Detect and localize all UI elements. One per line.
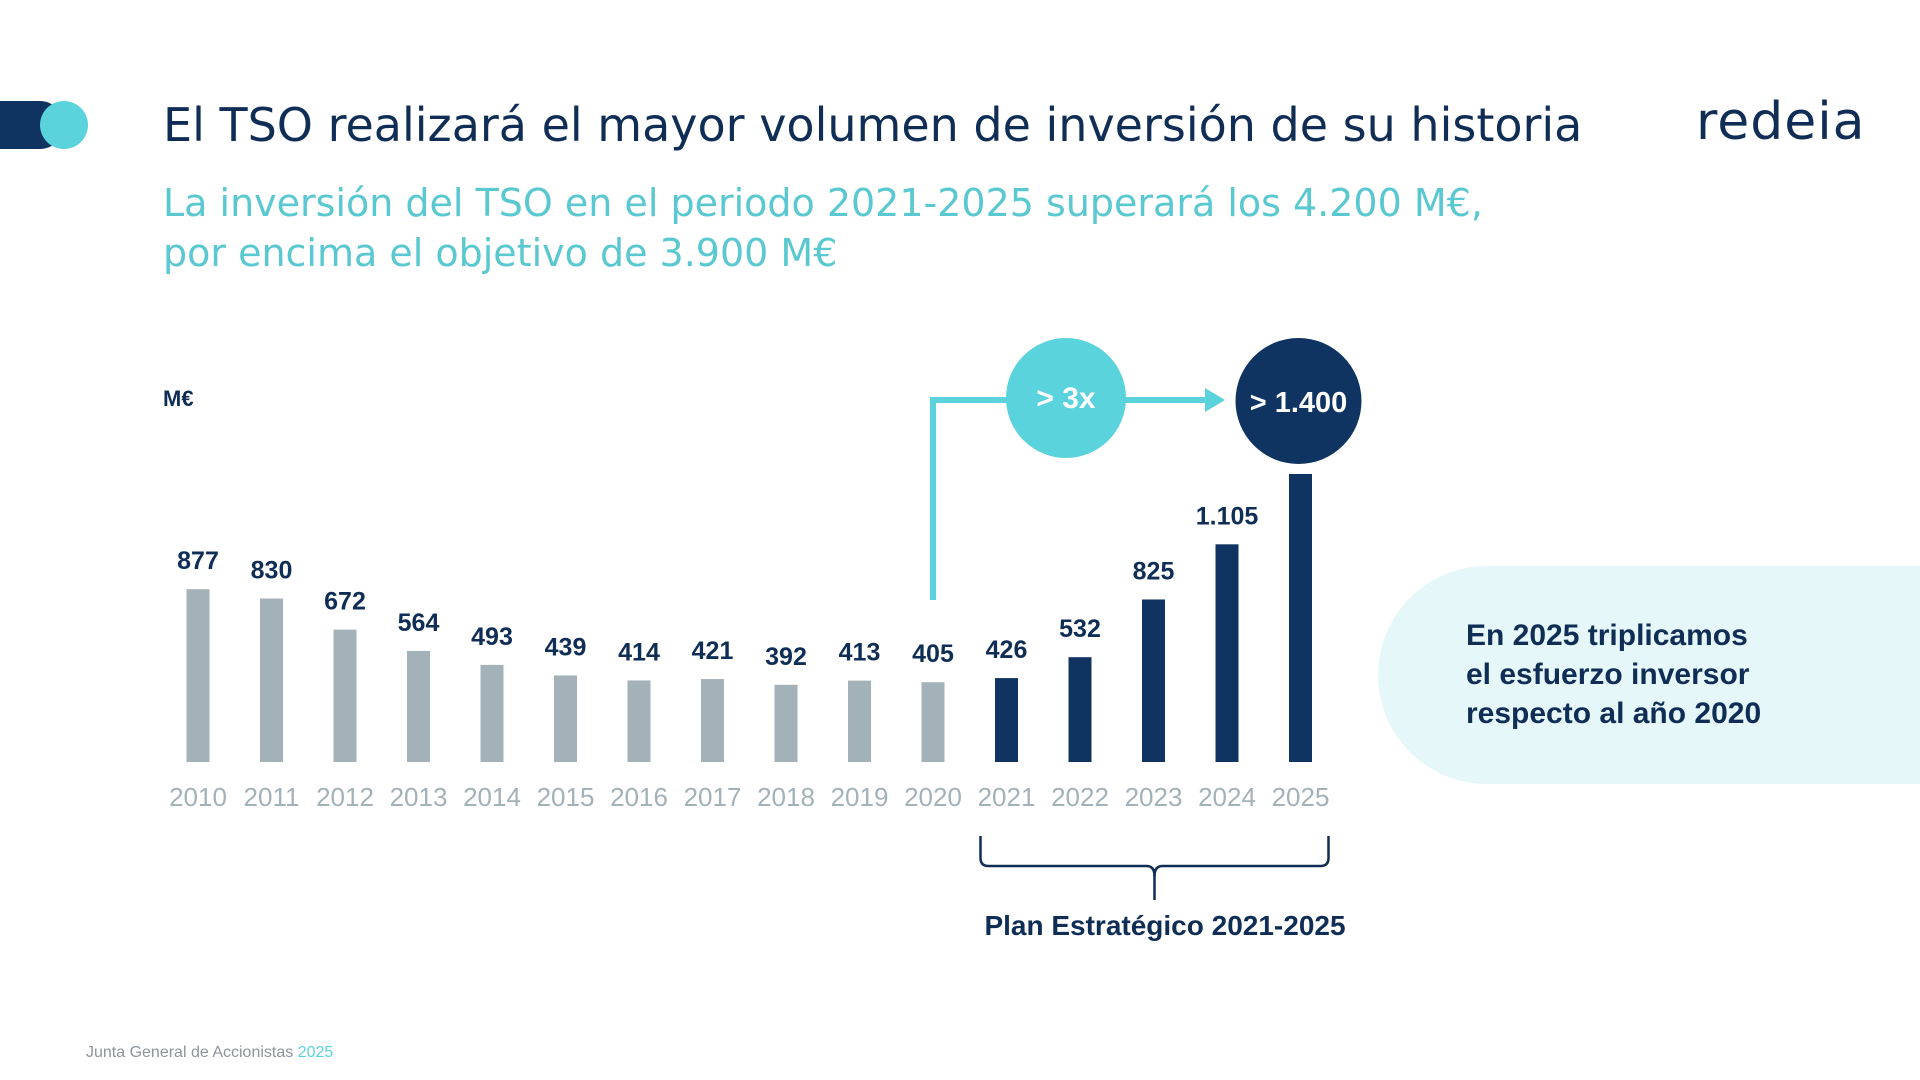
- x-tick-2012: 2012: [316, 782, 374, 812]
- x-tick-2018: 2018: [757, 782, 815, 812]
- footer: Junta General de Accionistas 2025: [86, 1044, 333, 1062]
- plan-bracket-label: Plan Estratégico 2021-2025: [984, 910, 1345, 941]
- x-tick-2024: 2024: [1198, 782, 1256, 812]
- bar-2023: [1142, 599, 1165, 762]
- x-tick-2019: 2019: [831, 782, 889, 812]
- value-label-2021: 426: [986, 636, 1028, 664]
- value-label-2010: 877: [177, 547, 219, 575]
- value-label-2017: 421: [692, 637, 734, 665]
- bar-2012: [333, 629, 357, 762]
- value-label-2020: 405: [912, 640, 954, 668]
- value-label-2014: 493: [471, 623, 513, 651]
- value-label-2018: 392: [765, 643, 807, 671]
- footer-year: 2025: [297, 1044, 334, 1061]
- bar-2020: [921, 682, 945, 762]
- value-label-2022: 532: [1059, 615, 1101, 643]
- value-label-2023: 825: [1133, 557, 1175, 585]
- value-label-2025: > 1.400: [1250, 387, 1348, 419]
- bar-2013: [407, 650, 430, 762]
- bar-2018: [774, 684, 798, 762]
- callout-text: En 2025 triplicamos el esfuerzo inversor…: [1466, 616, 1906, 733]
- value-label-2012: 672: [324, 588, 366, 616]
- growth-arrow-head: [1205, 388, 1225, 412]
- bar-2011: [260, 598, 283, 762]
- callout-box: [1378, 566, 1920, 784]
- value-badge-2025: [1235, 338, 1362, 464]
- x-tick-2014: 2014: [463, 782, 521, 812]
- value-label-2013: 564: [398, 609, 440, 637]
- bar-2016: [627, 680, 651, 762]
- y-axis-unit-label: M€: [163, 386, 194, 411]
- bar-2021: [995, 678, 1018, 762]
- bar-2024: [1215, 544, 1239, 762]
- bar-2010: [186, 589, 210, 762]
- page-title: El TSO realizará el mayor volumen de inv…: [163, 98, 1583, 152]
- callout-line-2: el esfuerzo inversor: [1466, 658, 1750, 691]
- x-tick-2011: 2011: [244, 782, 300, 812]
- bar-2019: [848, 680, 871, 762]
- x-tick-2020: 2020: [904, 782, 962, 812]
- plan-bracket: [979, 836, 1330, 877]
- bar-2022: [1068, 657, 1092, 762]
- growth-badge: [1006, 338, 1126, 458]
- x-tick-2023: 2023: [1125, 782, 1183, 812]
- footer-text: Junta General de Accionistas: [86, 1044, 294, 1061]
- value-label-2016: 414: [618, 638, 660, 666]
- redeia-logo: redeia: [1696, 92, 1866, 152]
- value-label-2015: 439: [545, 634, 587, 662]
- bar-2025: [1289, 474, 1312, 762]
- x-tick-2017: 2017: [684, 782, 742, 812]
- bar-2015: [554, 675, 577, 762]
- x-tick-2021: 2021: [978, 782, 1036, 812]
- x-tick-2015: 2015: [537, 782, 595, 812]
- page-subtitle: La inversión del TSO en el periodo 2021-…: [163, 178, 1563, 278]
- x-tick-2013: 2013: [390, 782, 448, 812]
- value-label-2024: 1.105: [1196, 502, 1259, 530]
- x-tick-2025: 2025: [1272, 782, 1330, 812]
- subtitle-line-2: por encima el objetivo de 3.900 M€: [163, 231, 838, 275]
- section-tab-dot: [40, 101, 88, 149]
- x-tick-2016: 2016: [610, 782, 668, 812]
- subtitle-line-1: La inversión del TSO en el periodo 2021-…: [163, 181, 1483, 225]
- x-tick-2010: 2010: [169, 782, 227, 812]
- bar-2017: [701, 679, 724, 762]
- bar-2014: [480, 664, 504, 762]
- callout-line-1: En 2025 triplicamos: [1466, 619, 1748, 652]
- value-label-2019: 413: [839, 639, 881, 667]
- growth-badge-label: > 3x: [1036, 382, 1096, 415]
- callout-line-3: respecto al año 2020: [1466, 697, 1762, 730]
- value-label-2011: 830: [251, 556, 293, 584]
- x-tick-2022: 2022: [1051, 782, 1109, 812]
